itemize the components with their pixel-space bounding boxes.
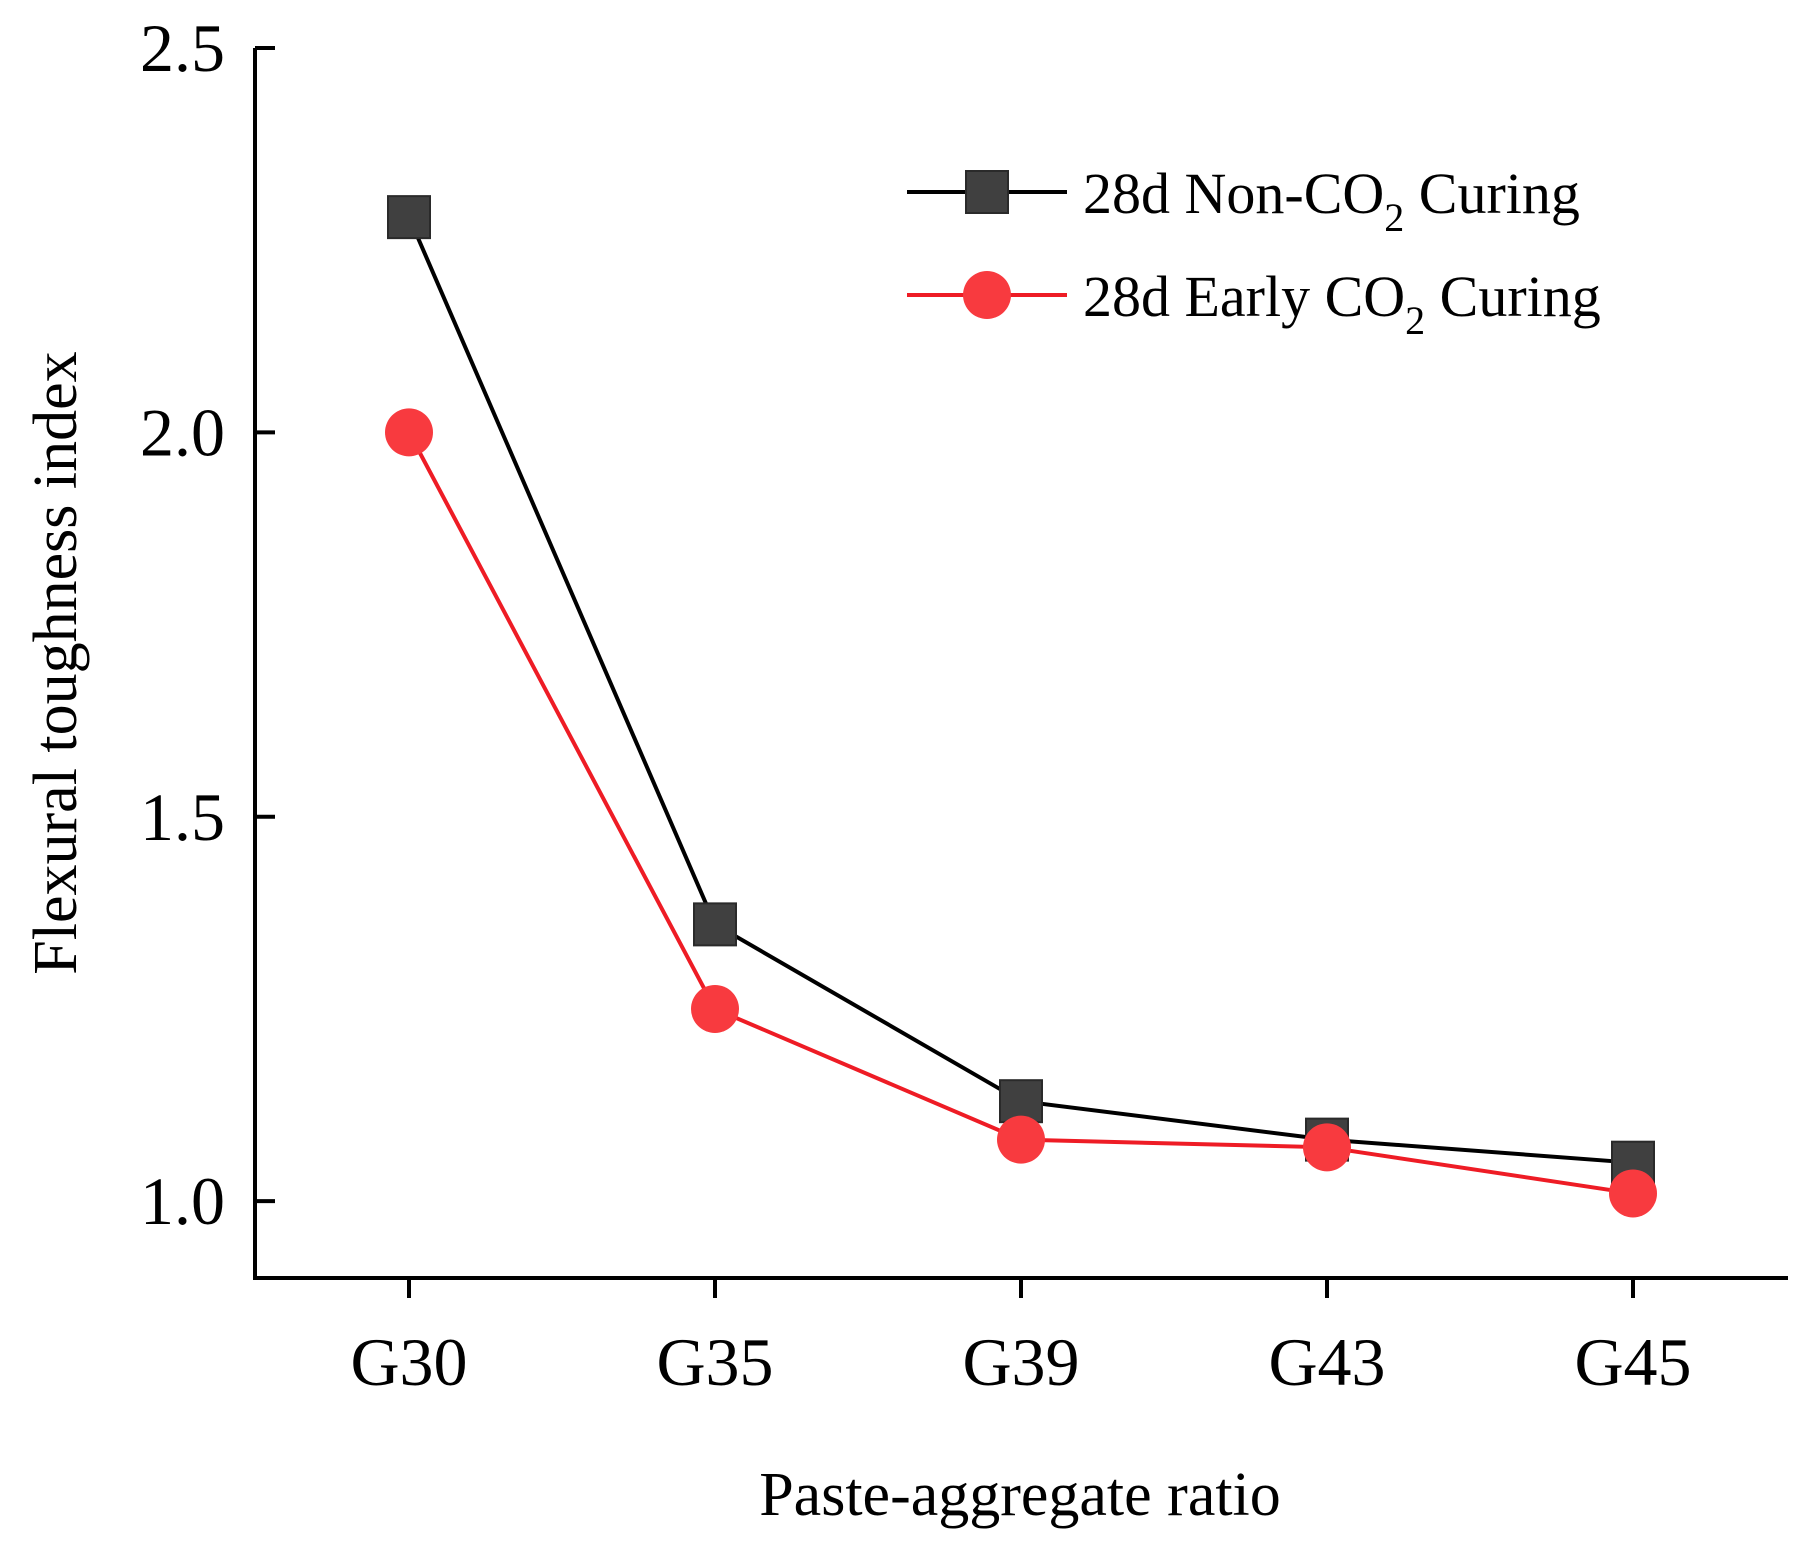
x-tick-label: G30 bbox=[350, 1324, 467, 1400]
series-0 bbox=[387, 195, 1655, 1185]
y-tick-label: 1.5 bbox=[140, 779, 225, 855]
y-axis: 1.0 1.5 2.0 2.5 bbox=[140, 10, 275, 1278]
legend-item-early-co2: 28d Early CO2 Curing bbox=[907, 264, 1601, 343]
x-tick-label: G43 bbox=[1268, 1324, 1385, 1400]
data-point-square bbox=[999, 1079, 1043, 1124]
data-point-circle bbox=[997, 1115, 1045, 1164]
series-line bbox=[407, 216, 1634, 1165]
data-point-circle bbox=[385, 408, 433, 457]
series-1 bbox=[385, 408, 1657, 1218]
legend: 28d Non-CO2 Curing 28d Early CO2 Curing bbox=[907, 161, 1601, 343]
legend-label-early-co2: 28d Early CO2 Curing bbox=[1083, 264, 1601, 343]
series-layer bbox=[385, 195, 1657, 1218]
y-tick-label: 1.0 bbox=[140, 1163, 225, 1239]
x-axis-title: Paste-aggregate ratio bbox=[759, 1461, 1281, 1529]
y-axis-title: Flexural toughness index bbox=[22, 351, 90, 974]
legend-square-marker-icon bbox=[965, 170, 1009, 214]
legend-item-non-co2: 28d Non-CO2 Curing bbox=[907, 161, 1580, 240]
data-point-circle bbox=[1303, 1123, 1351, 1172]
y-tick-label: 2.0 bbox=[140, 394, 225, 470]
legend-circle-marker-icon bbox=[963, 271, 1011, 319]
data-point-circle bbox=[691, 984, 739, 1033]
x-axis: G30 G35 G39 G43 G45 bbox=[253, 1276, 1788, 1400]
x-tick-label: G39 bbox=[962, 1324, 1079, 1400]
data-point-square bbox=[693, 902, 737, 947]
legend-label-non-co2: 28d Non-CO2 Curing bbox=[1083, 161, 1580, 240]
x-ticks: G30 G35 G39 G43 G45 bbox=[350, 1278, 1692, 1400]
data-point-circle bbox=[1609, 1169, 1657, 1218]
y-ticks: 1.0 1.5 2.0 2.5 bbox=[140, 10, 275, 1239]
x-tick-label: G35 bbox=[656, 1324, 773, 1400]
data-point-square bbox=[387, 195, 431, 240]
x-tick-label: G45 bbox=[1574, 1324, 1691, 1400]
y-tick-label: 2.5 bbox=[140, 10, 225, 86]
